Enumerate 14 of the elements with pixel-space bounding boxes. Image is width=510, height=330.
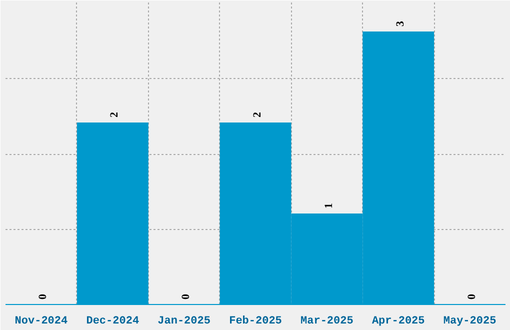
x-tick-label: Dec-2024 [86,316,140,328]
x-tick-label: May-2025 [443,316,497,328]
data-label: 0 [37,294,50,300]
x-tick-label: Mar-2025 [300,316,354,328]
data-label: 3 [394,20,406,26]
data-label: 0 [180,294,192,300]
x-tick-label: Jan-2025 [158,316,211,328]
data-label: 1 [322,202,335,208]
x-tick-label: Feb-2025 [229,316,282,328]
data-label: 2 [252,111,264,118]
data-label: 0 [466,294,478,300]
x-tick-label: Nov-2024 [14,316,68,328]
data-label: 2 [108,111,121,118]
x-tick-label: Apr-2025 [372,316,426,328]
